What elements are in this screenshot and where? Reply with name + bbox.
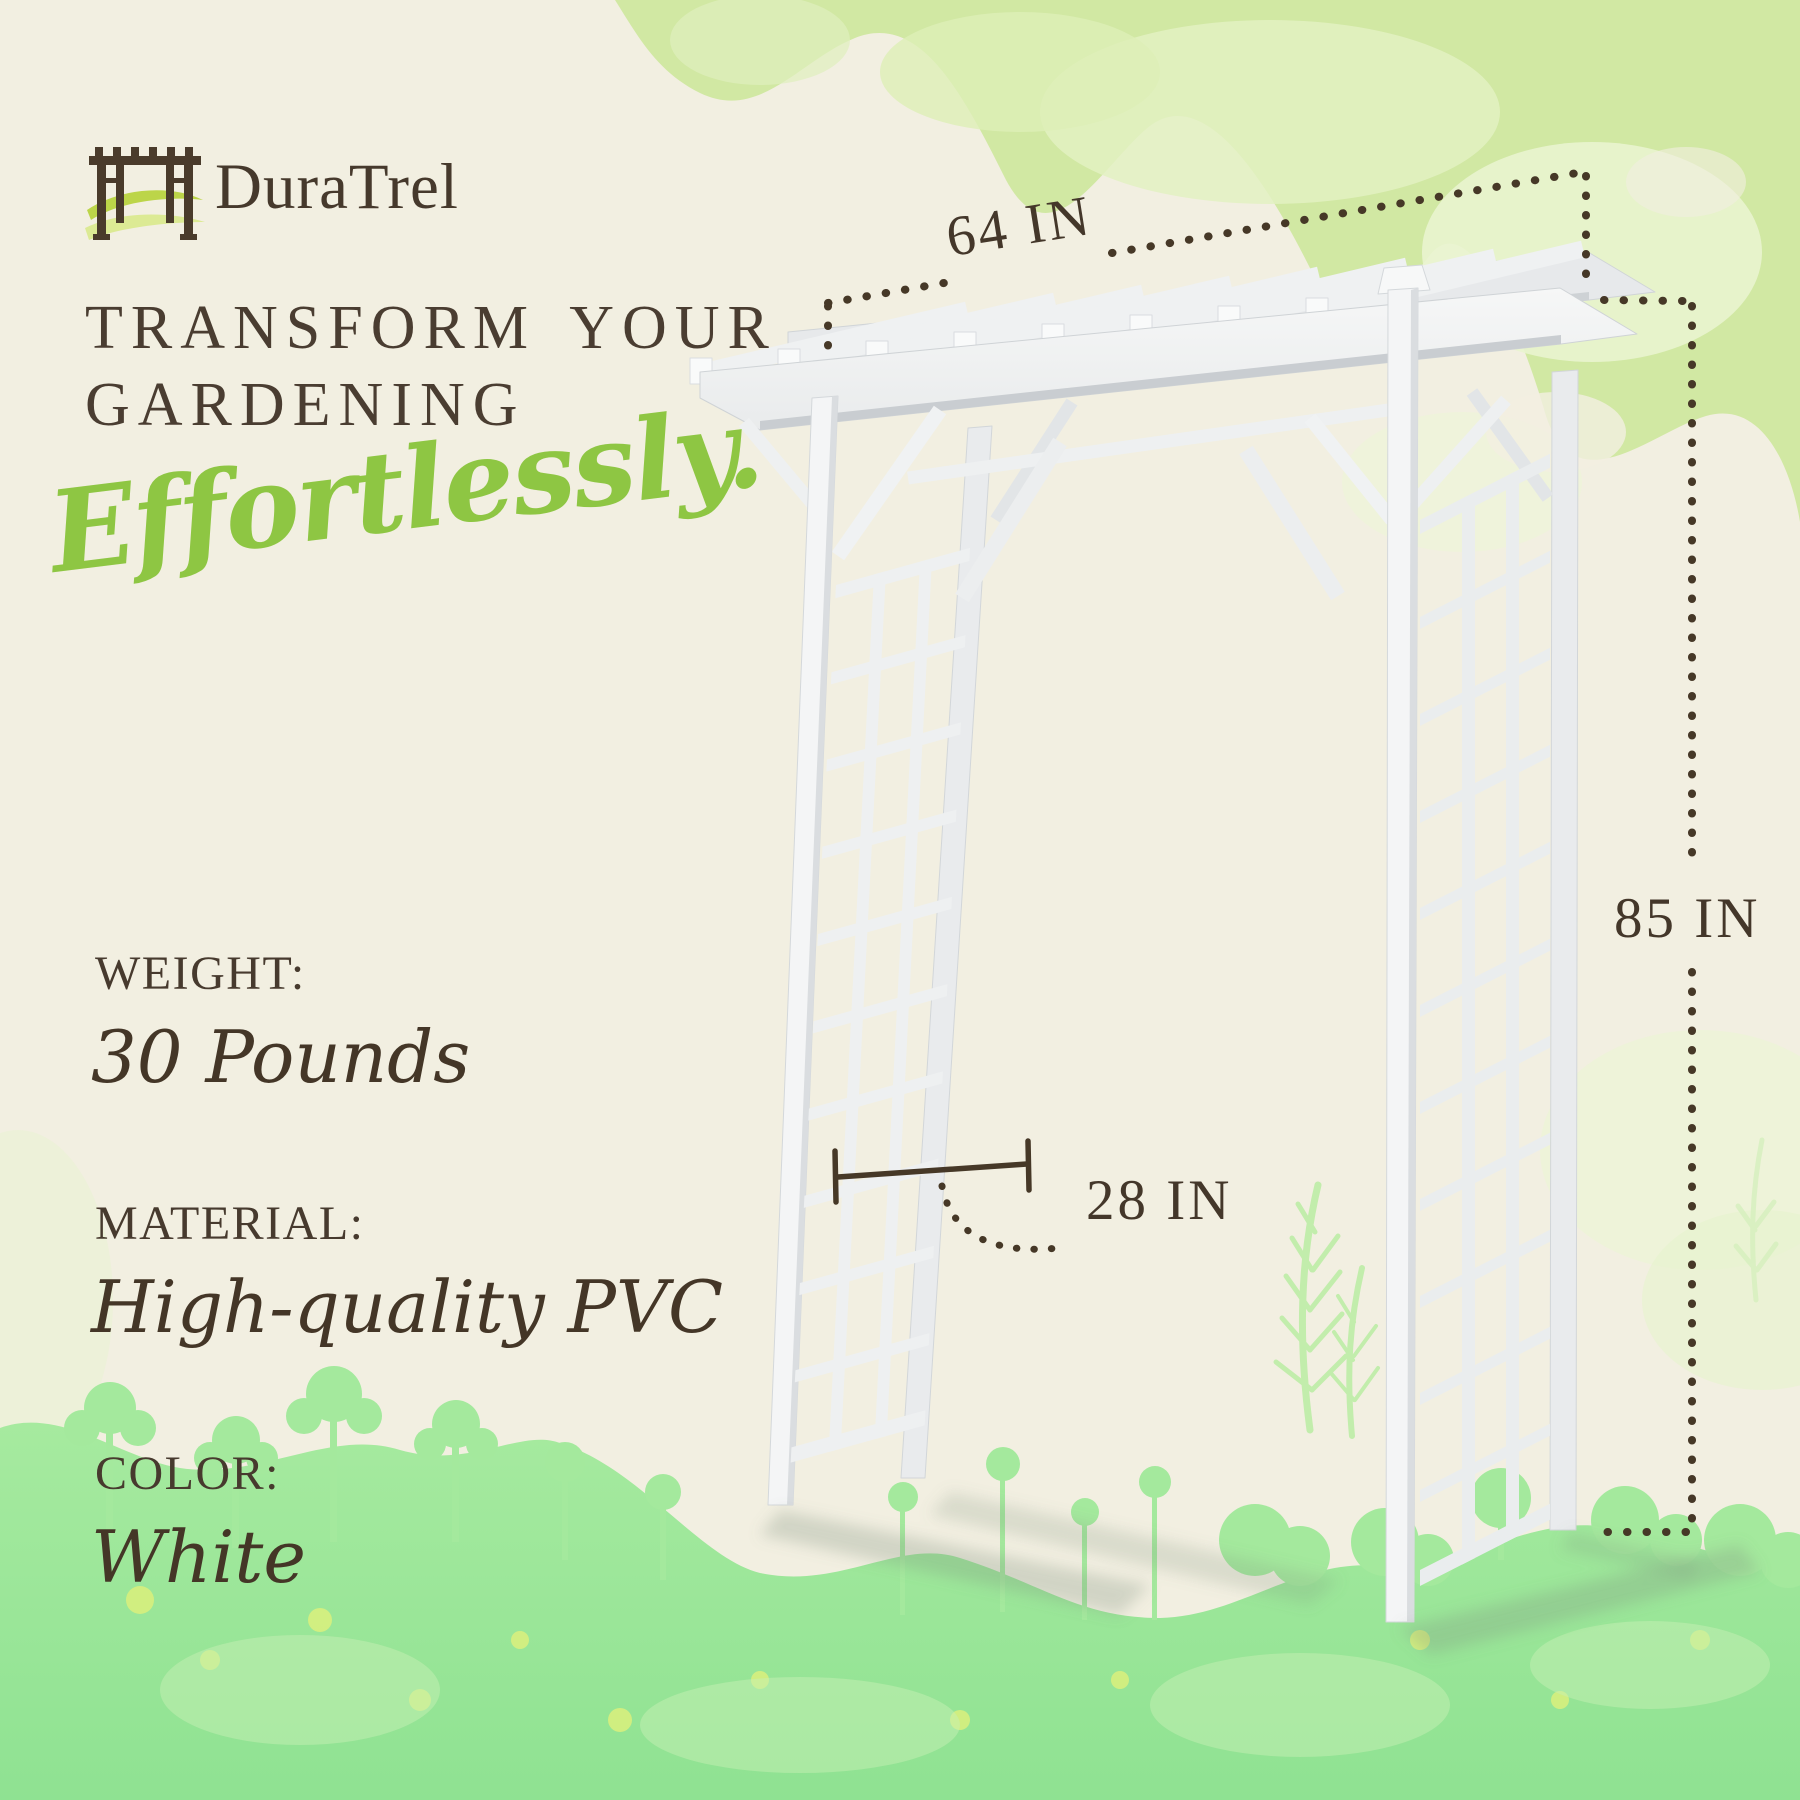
spec-material: MATERIAL: High-quality PVC	[91, 1196, 723, 1349]
spec-weight-label: WEIGHT:	[95, 947, 306, 1000]
dimension-lines	[824, 168, 1696, 1536]
watercolor-splash-top	[615, 0, 1800, 552]
arbor-trellis-icon	[85, 147, 205, 240]
arbor-illustration	[689, 240, 1656, 1623]
watercolor-splash-faint	[0, 1030, 1800, 1470]
spec-weight-value: 30 Pounds	[91, 1015, 471, 1099]
brand-name: DuraTrel	[215, 151, 459, 223]
spec-material-label: MATERIAL:	[95, 1197, 365, 1250]
right-trellis-grid	[1420, 453, 1550, 1586]
spec-color-value: White	[91, 1515, 306, 1599]
spec-weight: WEIGHT: 30 Pounds	[91, 946, 470, 1099]
brand-logo: DuraTrel	[85, 126, 459, 248]
headline-line-1: TRANSFORM YOUR	[85, 294, 777, 362]
headline: TRANSFORM YOUR GARDENING	[85, 290, 777, 444]
dimension-depth-label: 28 IN	[1086, 1169, 1233, 1232]
dimension-height-label: 85 IN	[1614, 887, 1761, 950]
spec-color: COLOR: White	[91, 1446, 306, 1599]
spec-material-value: High-quality PVC	[91, 1265, 724, 1349]
ground-shadow	[760, 1492, 1760, 1655]
fern-silhouette	[1273, 1137, 1779, 1439]
spec-color-label: COLOR:	[95, 1447, 281, 1500]
headline-line-2: GARDENING	[85, 371, 526, 439]
